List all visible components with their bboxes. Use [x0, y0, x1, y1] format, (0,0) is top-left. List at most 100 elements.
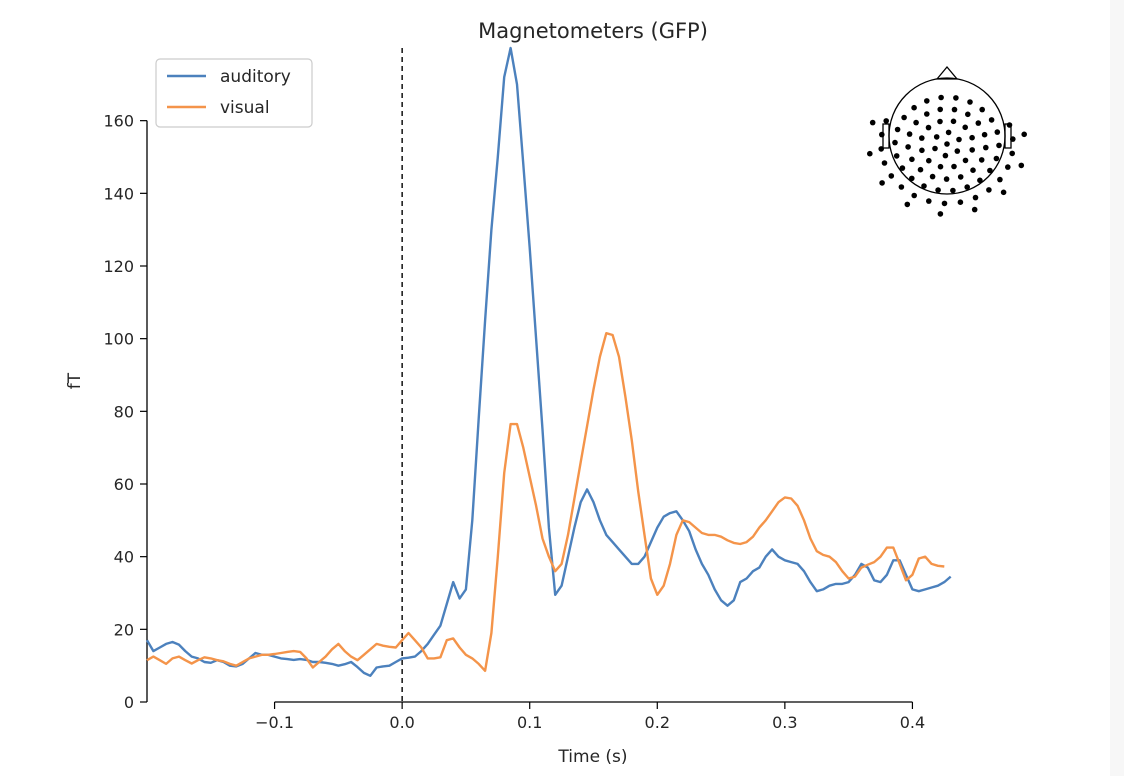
- legend-label-auditory: auditory: [220, 67, 291, 87]
- sensor-dot: [981, 131, 988, 138]
- series-line-visual: [146, 332, 945, 672]
- sensor-dot: [932, 145, 938, 152]
- sensor-dot: [978, 157, 985, 163]
- x-axis-ticks: −0.1 0.0 0.1 0.2 0.3 0.4: [255, 702, 925, 732]
- sensor-dot: [905, 144, 911, 150]
- series-layer: [145, 46, 952, 677]
- y-tick-label: 160: [103, 112, 134, 131]
- sensor-dot: [942, 152, 949, 159]
- sensor-dot: [879, 180, 885, 186]
- head-outline: [888, 77, 1006, 195]
- x-tick-label: 0.0: [389, 713, 414, 732]
- legend-label-visual: visual: [220, 98, 270, 118]
- sensor-dot: [937, 211, 944, 217]
- sensor-dot: [988, 117, 995, 123]
- sensor-dot: [965, 111, 971, 118]
- sensor-dot: [977, 177, 983, 184]
- y-tick-label: 40: [114, 548, 134, 567]
- sensor-dot: [867, 150, 873, 157]
- sensor-dot: [911, 192, 917, 199]
- sensor-dot: [994, 129, 1001, 135]
- sensor-dot: [986, 187, 992, 193]
- sensor-dot: [964, 184, 970, 190]
- sensor-dot: [883, 118, 889, 124]
- sensor-dot: [957, 174, 964, 180]
- sensor-dot: [944, 141, 950, 147]
- sensor-dot: [937, 118, 943, 125]
- sensor-dot: [945, 129, 952, 136]
- sensor-dot: [888, 173, 895, 179]
- sensor-dot: [953, 95, 959, 101]
- sensor-dot: [979, 106, 985, 113]
- sensor-dot: [893, 153, 900, 159]
- sensor-dot: [996, 142, 1002, 149]
- sensor-dot: [892, 139, 898, 146]
- sensor-dot: [987, 167, 993, 174]
- sensor-dot: [898, 184, 905, 190]
- sensor-dot: [941, 200, 948, 207]
- sensor-dot: [929, 173, 936, 180]
- sensor-dot: [972, 194, 979, 201]
- sensor-dot: [1021, 131, 1027, 138]
- sensor-dot: [894, 126, 901, 133]
- sensor-dot: [926, 198, 932, 204]
- sensor-dot: [933, 134, 940, 140]
- sensor-layout-head-icon: [867, 65, 1027, 217]
- chart-title: Magnetometers (GFP): [478, 19, 708, 43]
- axes: [146, 120, 913, 703]
- sensor-dot: [962, 124, 968, 131]
- sensor-dot: [1005, 164, 1011, 170]
- x-tick-label: 0.4: [900, 713, 925, 732]
- sensor-dot: [909, 175, 915, 182]
- sensor-dot: [881, 160, 888, 166]
- sensor-dot: [956, 136, 962, 143]
- sensor-dot: [938, 94, 944, 101]
- y-tick-label: 20: [114, 620, 134, 639]
- sensor-dot: [904, 201, 911, 208]
- sensor-dot: [919, 147, 925, 154]
- sensor-dot: [899, 165, 906, 171]
- sensor-dot: [1006, 122, 1013, 128]
- sensor-dot: [1010, 136, 1016, 142]
- sensor-dot: [937, 163, 944, 170]
- sensor-dot: [983, 144, 989, 151]
- sensor-dot: [1009, 150, 1015, 157]
- sensor-dot: [951, 106, 958, 113]
- sensor-dot: [967, 99, 973, 105]
- sensor-dot: [957, 199, 964, 205]
- sensor-dot: [962, 157, 969, 164]
- sensor-dot: [869, 119, 876, 126]
- sensor-dot: [917, 166, 924, 173]
- sensor-dot: [950, 187, 956, 194]
- y-tick-label: 100: [103, 330, 134, 349]
- y-tick-label: 80: [114, 402, 134, 421]
- y-tick-label: 60: [114, 475, 134, 494]
- sensor-dot: [954, 148, 961, 154]
- sensor-dot: [925, 124, 932, 131]
- window-edge: [1110, 0, 1124, 776]
- sensor-dot: [993, 155, 1000, 162]
- sensor-dot: [969, 134, 975, 141]
- sensor-dot: [1018, 162, 1025, 169]
- sensor-dot: [913, 119, 919, 126]
- y-axis-ticks: 0 20 40 60 80 100 120 140 160: [103, 112, 147, 712]
- sensor-dot: [969, 147, 975, 153]
- sensor-dot: [878, 146, 884, 152]
- sensor-dot: [935, 187, 941, 193]
- sensor-dot: [926, 157, 932, 164]
- sensor-dot: [971, 206, 978, 213]
- sensor-dot: [879, 131, 885, 138]
- sensor-dot: [937, 106, 943, 113]
- sensor-dot: [943, 176, 950, 182]
- x-tick-label: 0.1: [517, 713, 542, 732]
- sensor-dot: [951, 163, 957, 170]
- sensor-dot: [921, 183, 927, 189]
- x-tick-label: 0.3: [772, 713, 797, 732]
- sensor-dot: [906, 131, 913, 137]
- x-tick-label: −0.1: [255, 713, 294, 732]
- x-tick-label: 0.2: [645, 713, 670, 732]
- sensor-dot: [924, 98, 930, 104]
- series-line-auditory: [145, 46, 952, 677]
